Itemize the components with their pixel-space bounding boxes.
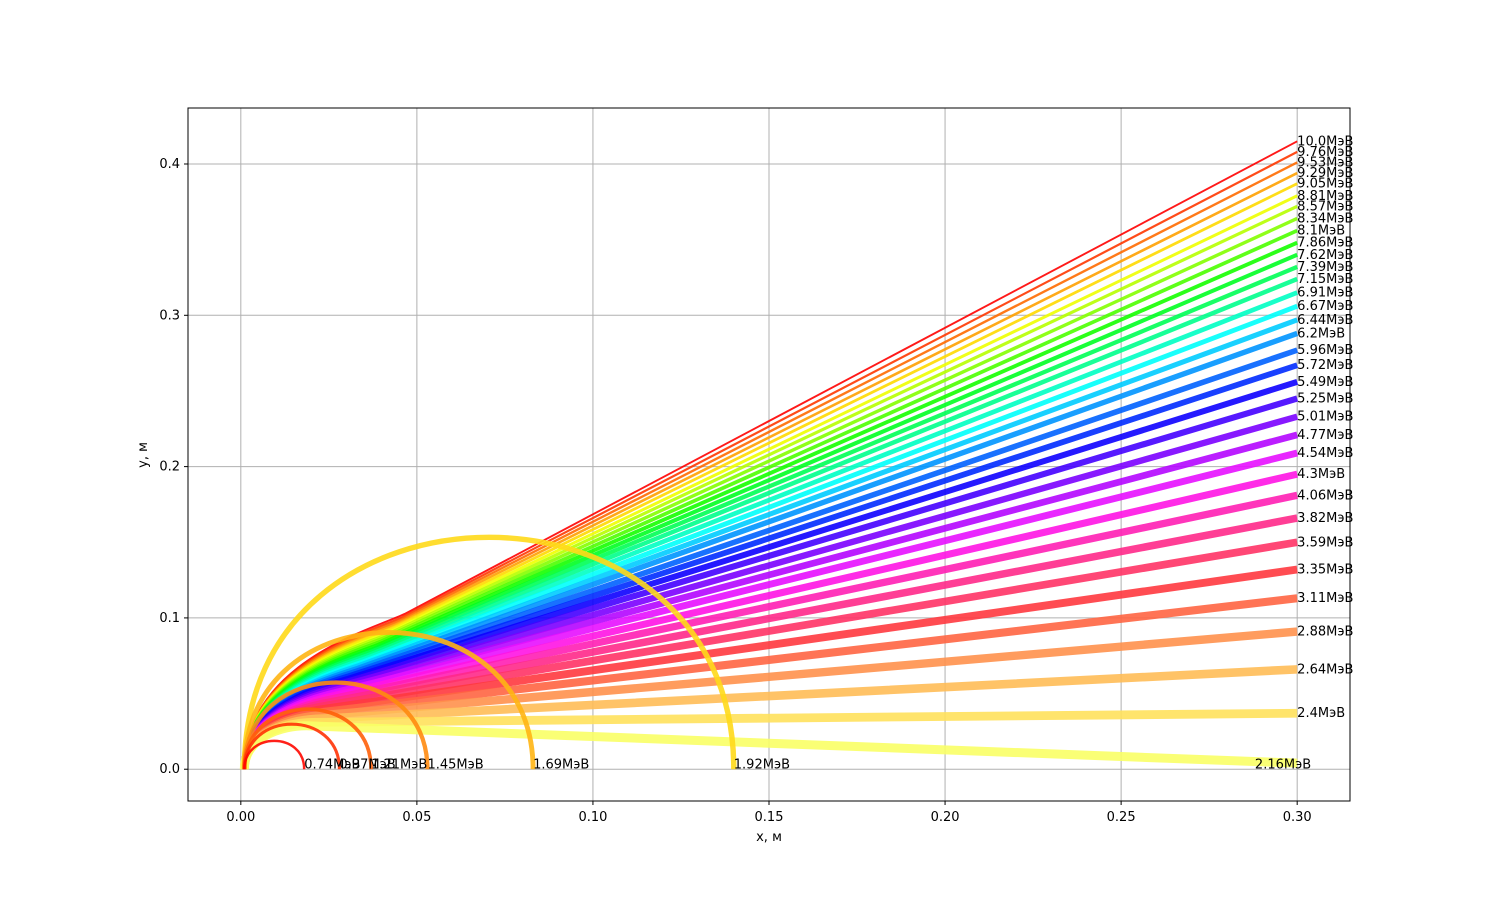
x-tick-label: 0.20: [931, 810, 960, 825]
energy-label: 6.67МэВ: [1297, 299, 1353, 314]
energy-label: 1.21МэВ: [371, 758, 427, 773]
energy-label: 5.25МэВ: [1297, 392, 1353, 407]
energy-label: 8.81МэВ: [1297, 189, 1353, 204]
energy-label: 5.96МэВ: [1297, 343, 1353, 358]
y-tick-label: 0.0: [159, 762, 180, 777]
energy-label: 1.45МэВ: [427, 758, 483, 773]
energy-label: 5.01МэВ: [1297, 410, 1353, 425]
energy-label: 5.72МэВ: [1297, 358, 1353, 373]
energy-label: 2.16МэВ: [1255, 758, 1311, 773]
x-tick-label: 0.00: [226, 810, 255, 825]
energy-label: 6.44МэВ: [1297, 313, 1353, 328]
energy-label: 4.3МэВ: [1297, 467, 1345, 482]
energy-label: 0.74МэВ: [304, 758, 360, 773]
energy-label: 7.62МэВ: [1297, 248, 1353, 263]
energy-label: 2.4МэВ: [1297, 706, 1345, 721]
y-tick-label: 0.3: [159, 308, 180, 323]
trajectory-line: [243, 739, 306, 770]
energy-label: 8.57МэВ: [1297, 199, 1353, 214]
y-tick-label: 0.4: [159, 157, 180, 172]
y-tick-label: 0.2: [159, 460, 180, 475]
energy-label: 3.11МэВ: [1297, 591, 1353, 606]
energy-label: 3.82МэВ: [1297, 511, 1353, 526]
energy-label: 5.49МэВ: [1297, 375, 1353, 390]
x-tick-label: 0.05: [402, 810, 431, 825]
trajectory-line: [241, 534, 737, 770]
energy-label: 2.64МэВ: [1297, 662, 1353, 677]
x-tick-label: 0.30: [1283, 810, 1312, 825]
axis-ticks: 0.00 0.05 0.10 0.15 0.20 0.25 0.30 0.0 0.1 0.2 0.3…: [159, 157, 1311, 825]
x-axis-label: x, м: [756, 830, 782, 845]
energy-label: 4.77МэВ: [1297, 428, 1353, 443]
energy-label: 9.05МэВ: [1297, 177, 1353, 192]
energy-label: 9.29МэВ: [1297, 166, 1353, 181]
trajectory-series: [239, 140, 1299, 770]
energy-label: 6.2МэВ: [1297, 326, 1345, 341]
energy-label: 8.1МэВ: [1297, 224, 1345, 239]
trajectory-line: [242, 722, 341, 770]
energy-label: 7.15МэВ: [1297, 272, 1353, 287]
energy-label: 4.54МэВ: [1297, 446, 1353, 461]
energy-label: 6.91МэВ: [1297, 286, 1353, 301]
energy-label: 8.34МэВ: [1297, 211, 1353, 226]
energy-label: 7.86МэВ: [1297, 236, 1353, 251]
trajectory-line: [242, 707, 373, 770]
energy-label: 9.76МэВ: [1297, 145, 1353, 160]
y-axis-label: y, м: [136, 442, 151, 468]
energy-label: 0.97МэВ: [339, 758, 395, 773]
trajectory-line: [242, 680, 430, 770]
energy-label: 1.92МэВ: [734, 758, 790, 773]
energy-label: 10.0МэВ: [1297, 134, 1353, 149]
x-tick-label: 0.10: [578, 810, 607, 825]
energy-label: 3.59МэВ: [1297, 535, 1353, 550]
x-tick-label: 0.15: [755, 810, 784, 825]
x-tick-label: 0.25: [1107, 810, 1136, 825]
energy-label: 7.39МэВ: [1297, 260, 1353, 275]
y-tick-label: 0.1: [159, 611, 180, 626]
energy-label: 1.69МэВ: [533, 758, 589, 773]
energy-label: 9.53МэВ: [1297, 155, 1353, 170]
trajectory-line: [241, 629, 536, 770]
energy-label: 4.06МэВ: [1297, 488, 1353, 503]
energy-label: 3.35МэВ: [1297, 562, 1353, 577]
energy-label: 2.88МэВ: [1297, 625, 1353, 640]
